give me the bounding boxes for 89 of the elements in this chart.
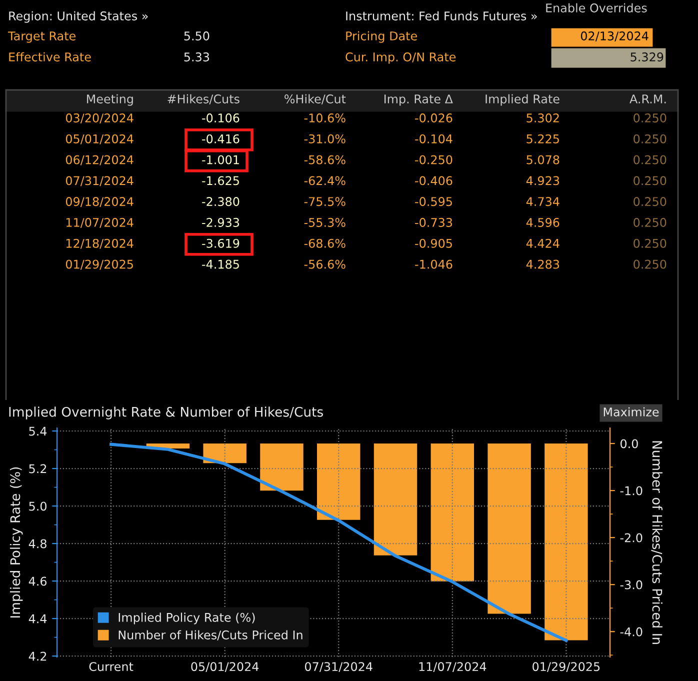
- text: 5.33: [184, 52, 210, 62]
- text: Region: United States »: [9, 11, 148, 23]
- text: 12/18/2024: [66, 238, 134, 249]
- text: Target Rate: [8, 32, 76, 43]
- text: 5.302: [526, 113, 559, 122]
- y2-tick-label: -3.0: [620, 580, 642, 590]
- x-tick-label: 11/07/2024: [419, 662, 486, 672]
- text: 5.225: [526, 134, 559, 144]
- text: -0.250: [415, 155, 452, 164]
- y-tick-label: 4.8: [28, 539, 46, 548]
- y2-axis-title: Number of Hikes/Cuts Priced In: [651, 441, 662, 644]
- y-tick-label: 4.6: [28, 576, 47, 586]
- text: 07/31/2024: [66, 176, 134, 186]
- legend-label: Number of Hikes/Cuts Priced In: [118, 630, 302, 640]
- text: Implied Rate: [486, 94, 560, 106]
- text: -0.905: [415, 238, 452, 248]
- legend-label: Implied Policy Rate (%): [118, 612, 255, 624]
- text: -0.406: [415, 176, 452, 186]
- text: 0.250: [634, 113, 666, 122]
- text: Imp. Rate Δ: [384, 94, 453, 106]
- text: 05/01/2024: [66, 134, 134, 144]
- text: 0.250: [634, 155, 666, 164]
- text: 5.329: [630, 52, 664, 62]
- text: 4.283: [526, 260, 560, 269]
- y-tick-label: 5.0: [29, 502, 46, 511]
- y2-tick-label: -2.0: [620, 533, 642, 542]
- text: 4.424: [526, 238, 560, 248]
- text: 02/13/2024: [580, 31, 648, 42]
- text: 0.250: [634, 238, 666, 248]
- text: 0.250: [634, 197, 666, 206]
- text: -2.933: [202, 218, 240, 227]
- text: -0.104: [415, 134, 452, 144]
- text: -1.046: [415, 260, 452, 269]
- x-tick-label: 01/29/2025: [532, 662, 600, 672]
- text: -75.5%: [304, 197, 346, 206]
- text: 0.250: [634, 176, 666, 186]
- x-tick-label: 07/31/2024: [304, 662, 372, 672]
- text: -0.026: [415, 113, 452, 122]
- text: -4.185: [202, 260, 239, 269]
- line-series: [110, 442, 568, 642]
- text: Instrument: Fed Funds Futures »: [346, 11, 537, 20]
- chart-title: Implied Overnight Rate & Number of Hikes/Cuts: [9, 406, 323, 420]
- y2-tick-label: 0.0: [620, 439, 638, 448]
- text: 0.250: [634, 260, 666, 269]
- text: 06/12/2024: [66, 155, 134, 166]
- text: Pricing Date: [346, 31, 417, 43]
- text: 4.734: [526, 197, 560, 206]
- text: Effective Rate: [9, 52, 91, 62]
- text: 5.50: [184, 31, 210, 40]
- x-tick-label: 05/01/2024: [191, 662, 259, 672]
- x-tick-label: Current: [89, 662, 134, 672]
- text: -10.6%: [304, 113, 346, 122]
- text: Maximize: [604, 407, 659, 416]
- text: 0.250: [634, 134, 666, 144]
- text: -0.733: [415, 218, 452, 227]
- text: 4.596: [526, 218, 560, 227]
- text: -0.416: [202, 134, 240, 144]
- text: -55.3%: [304, 218, 346, 227]
- y-tick-label: 5.2: [29, 464, 46, 474]
- y2-tick-label: -4.0: [620, 627, 642, 636]
- text: -2.380: [202, 197, 240, 206]
- text: -1.001: [202, 155, 239, 164]
- y-axis-title: Implied Policy Rate (%): [10, 467, 23, 618]
- text: 4.923: [526, 176, 560, 186]
- text: Cur. Imp. O/N Rate: [346, 52, 456, 64]
- text: 11/07/2024: [66, 218, 134, 228]
- text: Enable Overrides: [546, 3, 647, 12]
- text: 0.250: [634, 218, 666, 227]
- text: -56.6%: [304, 260, 346, 269]
- text: 01/29/2025: [66, 260, 133, 270]
- text: Meeting: [87, 94, 133, 106]
- text: -68.6%: [304, 238, 346, 248]
- text: -1.625: [202, 176, 239, 186]
- y2-tick-label: -1.0: [620, 486, 642, 496]
- text: -0.595: [415, 197, 452, 206]
- y-tick-label: 4.2: [28, 652, 46, 661]
- y-tick-label: 4.4: [28, 614, 47, 624]
- text: -3.619: [202, 238, 240, 248]
- text: -0.106: [202, 113, 240, 122]
- text: -31.0%: [304, 134, 346, 144]
- y-tick-label: 5.4: [29, 426, 47, 436]
- text: 5.078: [526, 155, 560, 164]
- text: -58.6%: [304, 155, 346, 164]
- text: -62.4%: [304, 176, 346, 186]
- text: 09/18/2024: [66, 197, 134, 208]
- text: %Hike/Cut: [284, 94, 346, 104]
- text: 03/20/2024: [66, 113, 134, 124]
- text: A.R.M.: [630, 94, 666, 104]
- text: #Hikes/Cuts: [168, 94, 240, 104]
